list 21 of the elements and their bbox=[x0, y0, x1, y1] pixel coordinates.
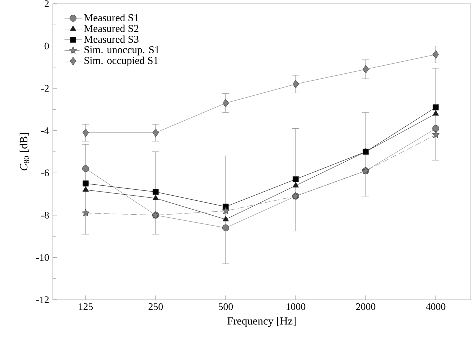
legend-label: Measured S1 bbox=[84, 14, 139, 22]
y-tick-label: -6 bbox=[42, 170, 50, 176]
x-tick-label: 1000 bbox=[286, 304, 306, 310]
x-tick-label: 2000 bbox=[356, 304, 376, 310]
y-tick-label: -10 bbox=[36, 254, 50, 262]
x-tick-label: 500 bbox=[219, 304, 234, 310]
x-tick-label: 250 bbox=[148, 304, 164, 310]
x-tick-label: 4000 bbox=[426, 304, 446, 310]
y-tick-label: -12 bbox=[36, 296, 49, 304]
y-tick-label: -2 bbox=[42, 85, 49, 92]
y-axis-title: C$_{80}$ [dB] bbox=[20, 134, 30, 171]
y-tick-label: -8 bbox=[42, 212, 50, 219]
legend-label: Measured S3 bbox=[84, 36, 139, 44]
legend-label: Measured S2 bbox=[84, 24, 139, 32]
x-tick-label: 125 bbox=[79, 304, 94, 310]
x-axis-title: Frequency [Hz] bbox=[228, 317, 296, 328]
legend-label: Sim. unoccup. S1 bbox=[84, 46, 160, 56]
y-tick-label: -4 bbox=[42, 128, 50, 134]
y-tick-label: 2 bbox=[44, 0, 49, 8]
y-tick-label: 0 bbox=[44, 42, 50, 50]
legend-label: Sim. occupied S1 bbox=[84, 56, 158, 66]
